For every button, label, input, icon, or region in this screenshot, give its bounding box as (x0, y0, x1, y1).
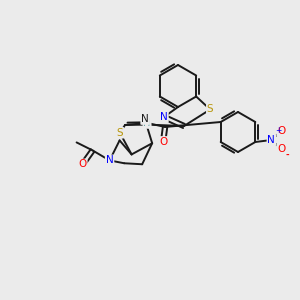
Text: +: + (275, 126, 282, 135)
Text: -: - (285, 151, 289, 160)
Text: S: S (116, 128, 123, 138)
Text: O: O (277, 126, 285, 136)
Text: N: N (106, 155, 113, 165)
Text: N: N (267, 135, 275, 145)
Text: N: N (160, 112, 168, 122)
Text: S: S (207, 104, 214, 115)
Text: N: N (141, 114, 149, 124)
Text: O: O (79, 159, 87, 170)
Text: H: H (143, 118, 151, 128)
Text: O: O (277, 144, 285, 154)
Text: O: O (159, 137, 167, 147)
